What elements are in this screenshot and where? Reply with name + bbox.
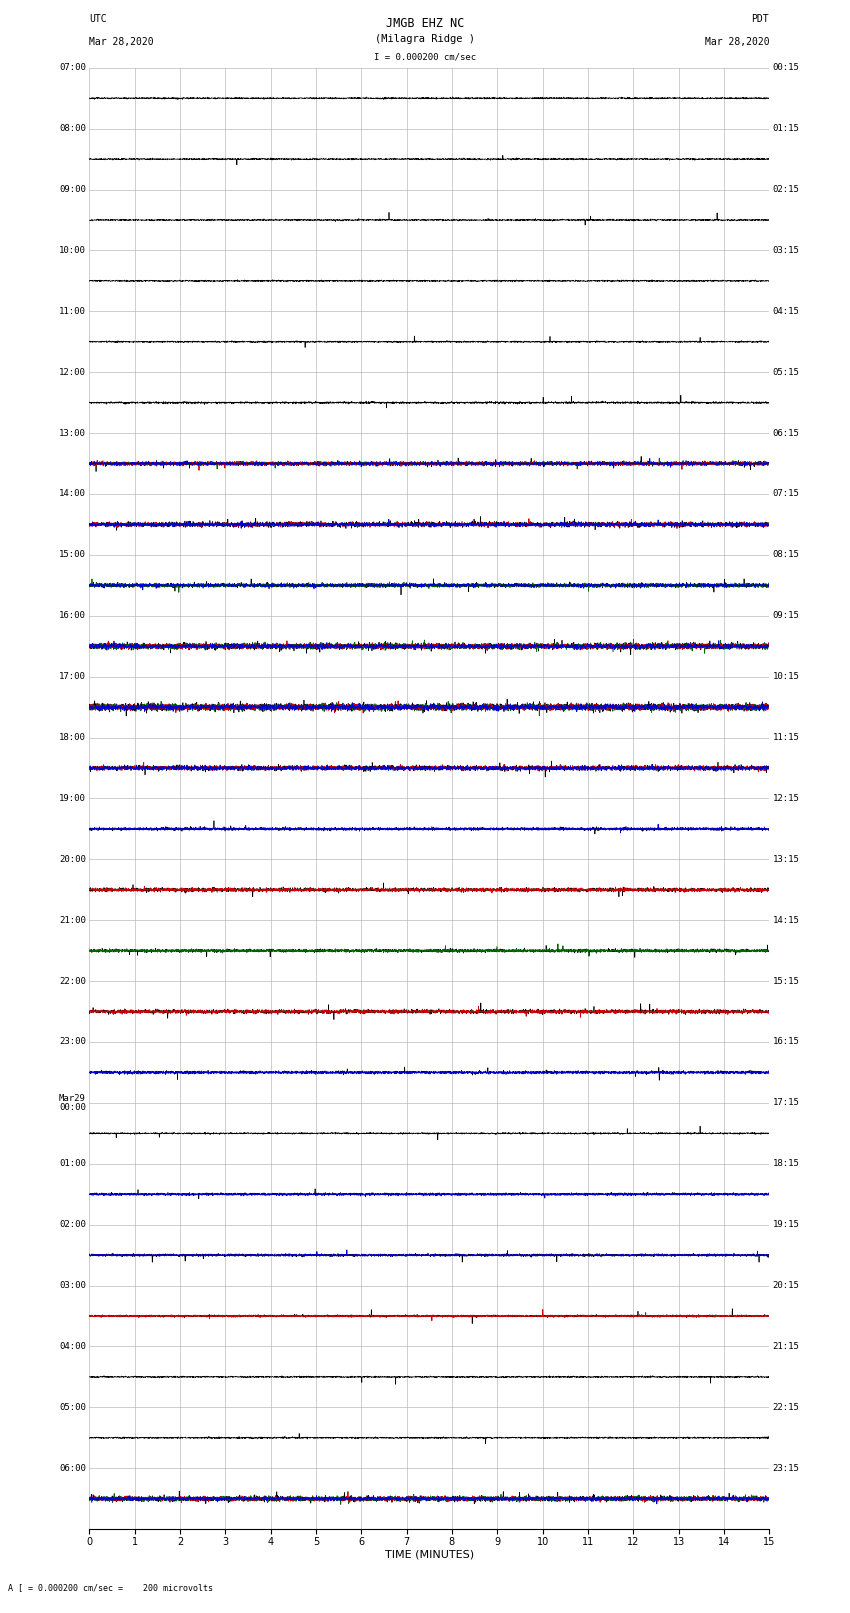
Text: 23:15: 23:15 [773,1463,800,1473]
Text: 17:15: 17:15 [773,1098,800,1108]
Text: 17:00: 17:00 [59,673,86,681]
Text: 10:00: 10:00 [59,245,86,255]
Text: 15:15: 15:15 [773,976,800,986]
Text: 10:15: 10:15 [773,673,800,681]
Text: 08:00: 08:00 [59,124,86,134]
Text: 04:15: 04:15 [773,306,800,316]
Text: 20:00: 20:00 [59,855,86,865]
Text: 19:00: 19:00 [59,794,86,803]
Text: A [ = 0.000200 cm/sec =    200 microvolts: A [ = 0.000200 cm/sec = 200 microvolts [8,1582,213,1592]
Text: 02:00: 02:00 [59,1219,86,1229]
Text: 18:15: 18:15 [773,1160,800,1168]
Text: Mar 28,2020: Mar 28,2020 [89,37,154,47]
Text: 07:00: 07:00 [59,63,86,73]
Text: Mar29: Mar29 [59,1094,86,1103]
Text: 08:15: 08:15 [773,550,800,560]
Text: (Milagra Ridge ): (Milagra Ridge ) [375,34,475,44]
Text: 11:00: 11:00 [59,306,86,316]
Text: 02:15: 02:15 [773,185,800,194]
Text: 14:15: 14:15 [773,916,800,924]
Text: 23:00: 23:00 [59,1037,86,1047]
Text: 15:00: 15:00 [59,550,86,560]
Text: 13:15: 13:15 [773,855,800,865]
Text: 00:15: 00:15 [773,63,800,73]
Text: 12:15: 12:15 [773,794,800,803]
Text: 01:15: 01:15 [773,124,800,134]
Text: 11:15: 11:15 [773,732,800,742]
Text: 03:00: 03:00 [59,1281,86,1290]
Text: PDT: PDT [751,13,769,24]
Text: 18:00: 18:00 [59,732,86,742]
Text: I = 0.000200 cm/sec: I = 0.000200 cm/sec [374,53,476,61]
Text: 07:15: 07:15 [773,489,800,498]
X-axis label: TIME (MINUTES): TIME (MINUTES) [385,1550,473,1560]
Text: JMGB EHZ NC: JMGB EHZ NC [386,18,464,31]
Text: 19:15: 19:15 [773,1219,800,1229]
Text: UTC: UTC [89,13,107,24]
Text: 09:00: 09:00 [59,185,86,194]
Text: 06:00: 06:00 [59,1463,86,1473]
Text: 22:00: 22:00 [59,976,86,986]
Text: 03:15: 03:15 [773,245,800,255]
Text: 14:00: 14:00 [59,489,86,498]
Text: 05:15: 05:15 [773,368,800,377]
Text: 21:00: 21:00 [59,916,86,924]
Text: 13:00: 13:00 [59,429,86,437]
Text: 16:00: 16:00 [59,611,86,621]
Text: 16:15: 16:15 [773,1037,800,1047]
Text: Mar 28,2020: Mar 28,2020 [705,37,769,47]
Text: 06:15: 06:15 [773,429,800,437]
Text: 21:15: 21:15 [773,1342,800,1352]
Text: 12:00: 12:00 [59,368,86,377]
Text: 09:15: 09:15 [773,611,800,621]
Text: 20:15: 20:15 [773,1281,800,1290]
Text: 04:00: 04:00 [59,1342,86,1352]
Text: 00:00: 00:00 [59,1103,86,1111]
Text: 01:00: 01:00 [59,1160,86,1168]
Text: 05:00: 05:00 [59,1403,86,1411]
Text: 22:15: 22:15 [773,1403,800,1411]
